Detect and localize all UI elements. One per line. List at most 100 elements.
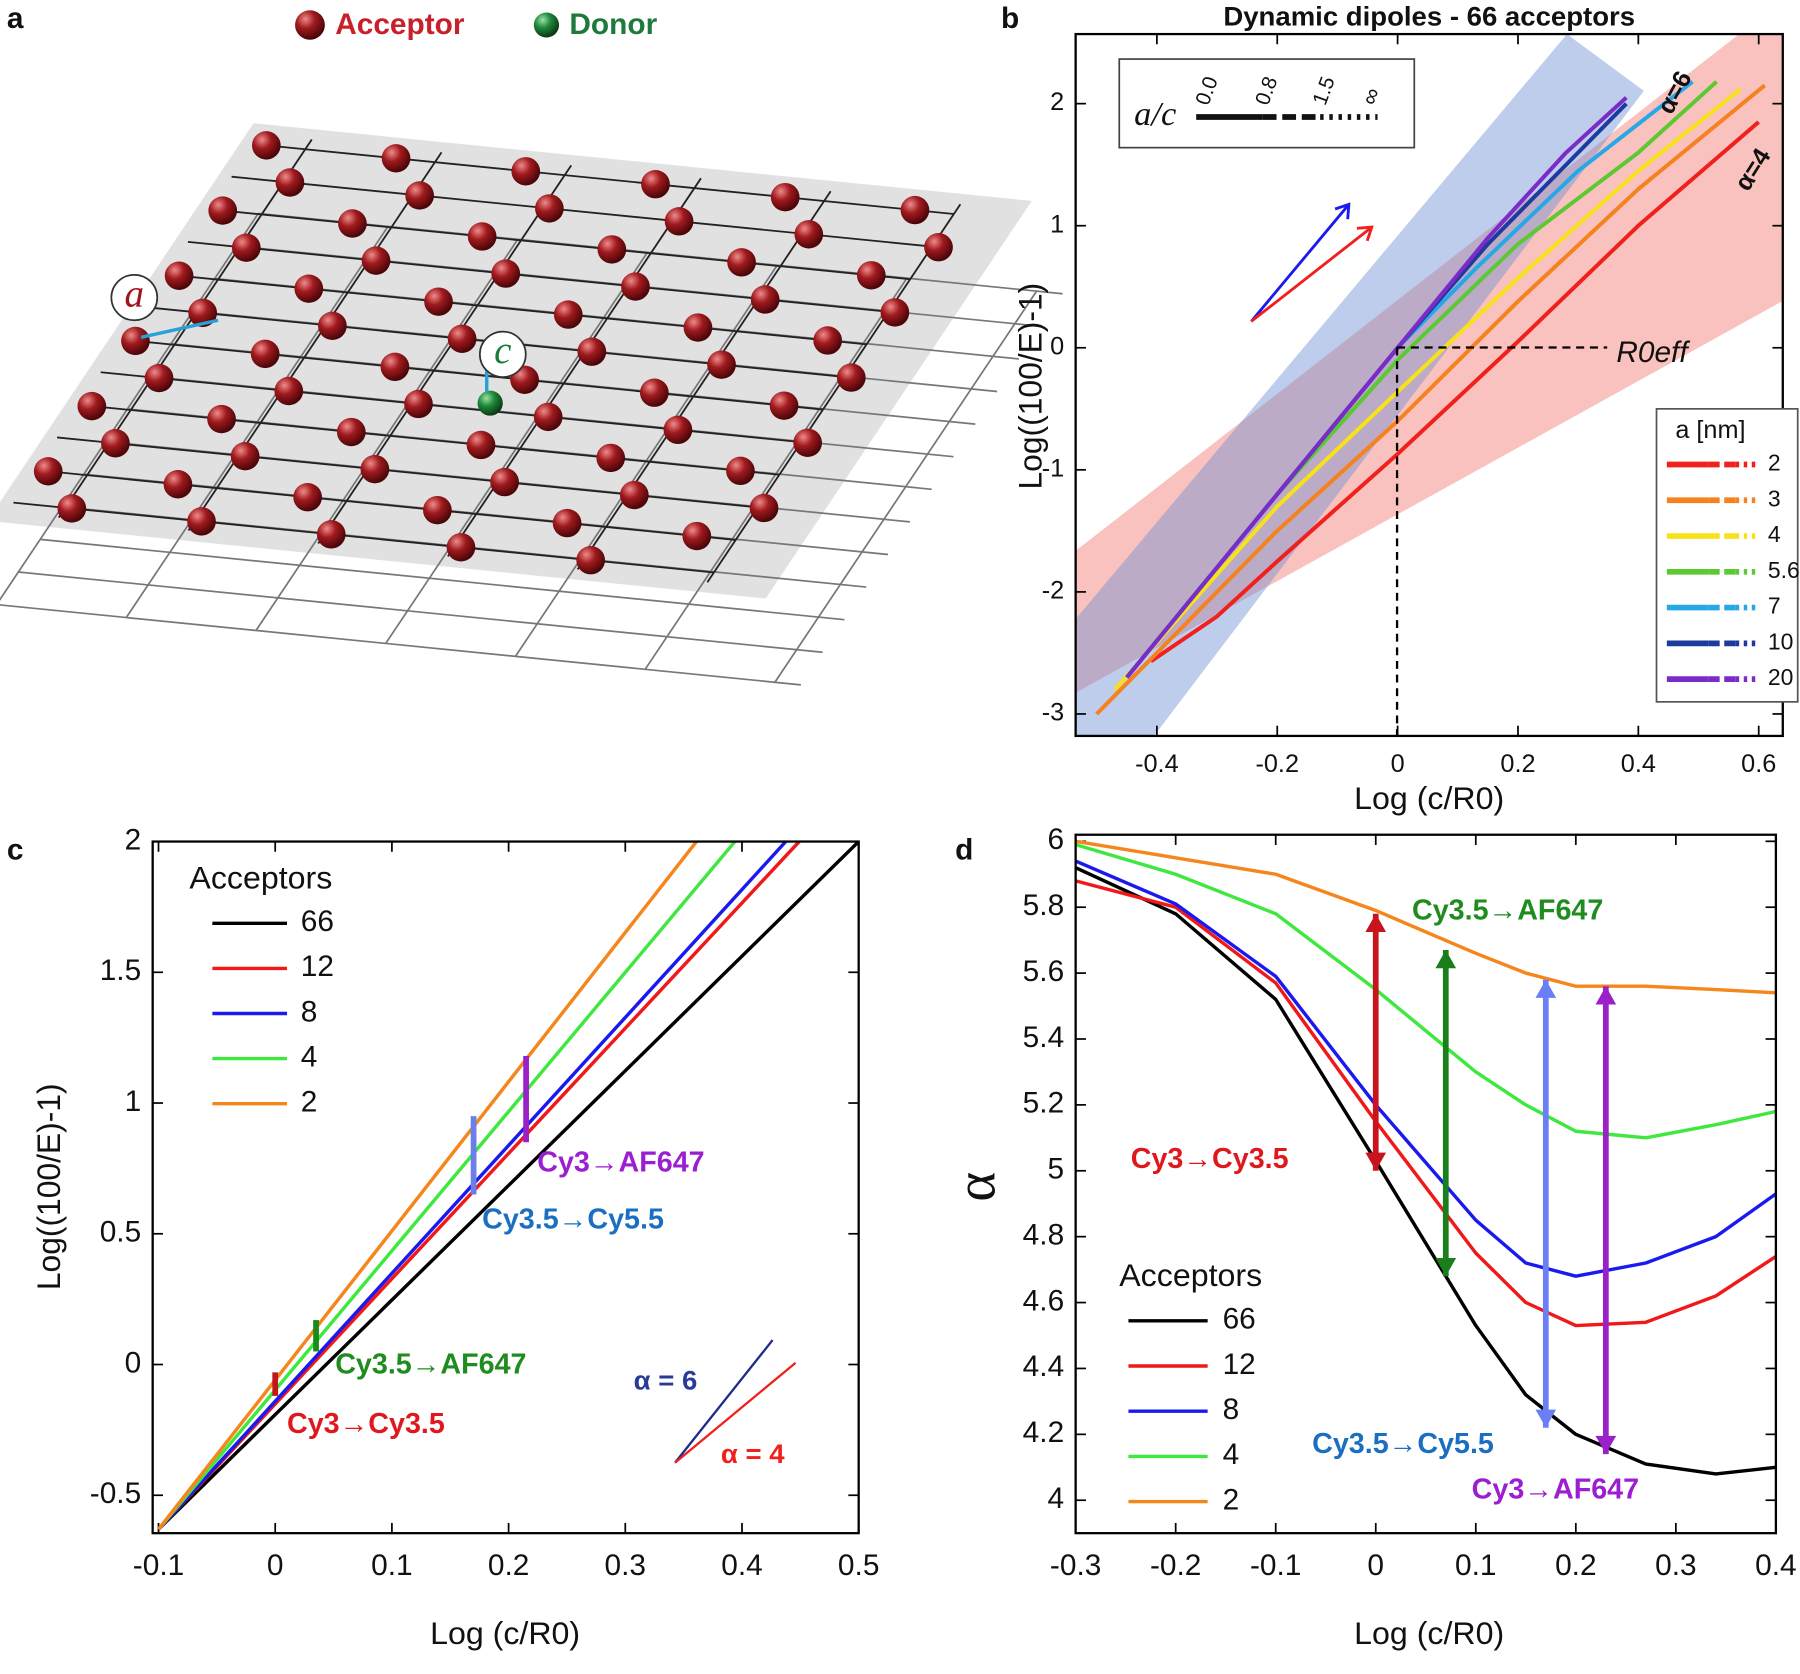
donor-sphere [477, 390, 503, 416]
marker-label: Cy3.5→AF647 [1412, 895, 1603, 927]
x-tick-label: 0.4 [1755, 1549, 1796, 1582]
acceptor-sphere [424, 287, 453, 316]
acceptor-sphere [336, 417, 366, 447]
y-tick-label: -1 [1042, 455, 1064, 483]
series-line [1075, 842, 1777, 1140]
y-tick-label: 0 [125, 1346, 142, 1379]
acceptor-sphere [727, 248, 756, 277]
plot-frame [1074, 833, 1778, 1535]
acceptor-sphere [577, 337, 607, 366]
acceptor-sphere [446, 533, 476, 562]
acceptor-sphere [769, 391, 799, 420]
marker-label: Cy3→Cy3.5 [1131, 1143, 1289, 1175]
y-tick-label: 4.8 [1023, 1219, 1064, 1252]
legend-title: Acceptors [1119, 1257, 1262, 1293]
acceptor-sphere [836, 363, 866, 392]
acceptor-sphere [57, 494, 87, 523]
lower-grid [40, 538, 845, 621]
acceptor-sphere [683, 313, 713, 342]
y-tick-label: 6 [1048, 823, 1065, 856]
arrow-head [1595, 1435, 1617, 1455]
acceptor-sphere [466, 430, 496, 460]
y-tick-label: 0.5 [100, 1216, 141, 1249]
plot-frame [1074, 32, 1784, 738]
marker-label: Cy3.5→Cy5.5 [1312, 1428, 1494, 1460]
acceptor-sphere [381, 144, 411, 173]
series-line [157, 840, 860, 1531]
legend-label: 2 [1223, 1484, 1240, 1517]
y-tick-label: 1 [1050, 210, 1064, 238]
acceptor-sphere [749, 493, 779, 523]
y-axis-label: α [944, 1172, 1007, 1202]
lower-grid [18, 571, 823, 654]
bond-line [317, 164, 572, 544]
series-line [1075, 839, 1776, 995]
series-line [1074, 859, 1777, 1278]
x-tick-label: 0.2 [1500, 750, 1535, 778]
x-tick-label: 0 [267, 1549, 284, 1582]
arrow-head [1365, 913, 1387, 932]
annotation: α = 6 [634, 1364, 698, 1395]
acceptor-sphere [663, 415, 693, 445]
acceptor-sphere [619, 480, 649, 510]
x-tick-label: 0.6 [1741, 750, 1776, 778]
acceptor-sphere [576, 546, 606, 575]
arrow-head [1435, 950, 1457, 969]
acceptor-sphere [813, 326, 843, 355]
acceptor-sphere [621, 272, 650, 301]
panel-label: b [1001, 2, 1019, 35]
acceptor-sphere [856, 261, 886, 290]
y-tick-label: -2 [1042, 577, 1064, 605]
style-legend-title: a/c [1134, 95, 1176, 133]
y-tick-label: 4 [1048, 1482, 1065, 1515]
bond-line [166, 273, 867, 346]
legend-label: 8 [301, 995, 318, 1028]
acceptor-sphere [664, 207, 694, 236]
acceptor-sphere [318, 311, 347, 341]
y-tick-label: 4.2 [1023, 1416, 1064, 1449]
acceptor-sphere [251, 131, 281, 160]
legend-label: 4 [1768, 521, 1781, 547]
slope-arrow [1250, 226, 1373, 323]
acceptor-sphere [338, 209, 367, 238]
acceptor-sphere [380, 352, 410, 382]
distance-arrow [140, 318, 219, 339]
arrow-head [1334, 202, 1351, 220]
bond-line [35, 469, 736, 541]
y-tick-label: -0.5 [90, 1477, 141, 1510]
acceptor-sphere [491, 259, 521, 288]
y-axis-label: Log((100/E)-1) [31, 1083, 67, 1290]
lattice-diagram: ac [0, 123, 1063, 686]
bond-line [187, 151, 443, 532]
acceptor-sphere [596, 443, 626, 473]
arrow-head [1356, 225, 1374, 242]
bond-line [122, 338, 824, 411]
acceptor-sphere [230, 441, 260, 471]
bond-line [209, 208, 911, 281]
arrow-head [1365, 1152, 1387, 1171]
legend-label: Donor [569, 8, 657, 41]
x-tick-label: 0.1 [371, 1549, 412, 1582]
x-tick-label: 0.2 [488, 1549, 529, 1582]
x-tick-label: 0 [1367, 1549, 1384, 1582]
series-group [1095, 80, 1767, 716]
slope-guide [674, 1339, 774, 1464]
bond-line [576, 190, 832, 570]
marker-label: Cy3.5→AF647 [335, 1349, 526, 1381]
x-tick-label: 0.4 [721, 1549, 762, 1582]
acceptor-sphere [552, 508, 582, 538]
marker-label: Cy3→AF647 [537, 1147, 704, 1179]
y-tick-label: 1.5 [100, 954, 141, 987]
legend-sphere [295, 10, 325, 40]
acceptor-sphere [924, 233, 953, 262]
y-tick-label: 0 [1050, 332, 1064, 360]
legend-label: 12 [1223, 1348, 1256, 1381]
acceptor-sphere [250, 339, 280, 369]
marker-label: Cy3.5→Cy5.5 [482, 1204, 664, 1236]
y-axis-label: Log((100/E)-1) [1012, 283, 1048, 490]
acceptor-sphere [511, 157, 541, 186]
x-tick-label: 0.3 [605, 1549, 646, 1582]
acceptor-sphere [164, 261, 194, 290]
y-tick-label: 5.8 [1023, 889, 1064, 922]
